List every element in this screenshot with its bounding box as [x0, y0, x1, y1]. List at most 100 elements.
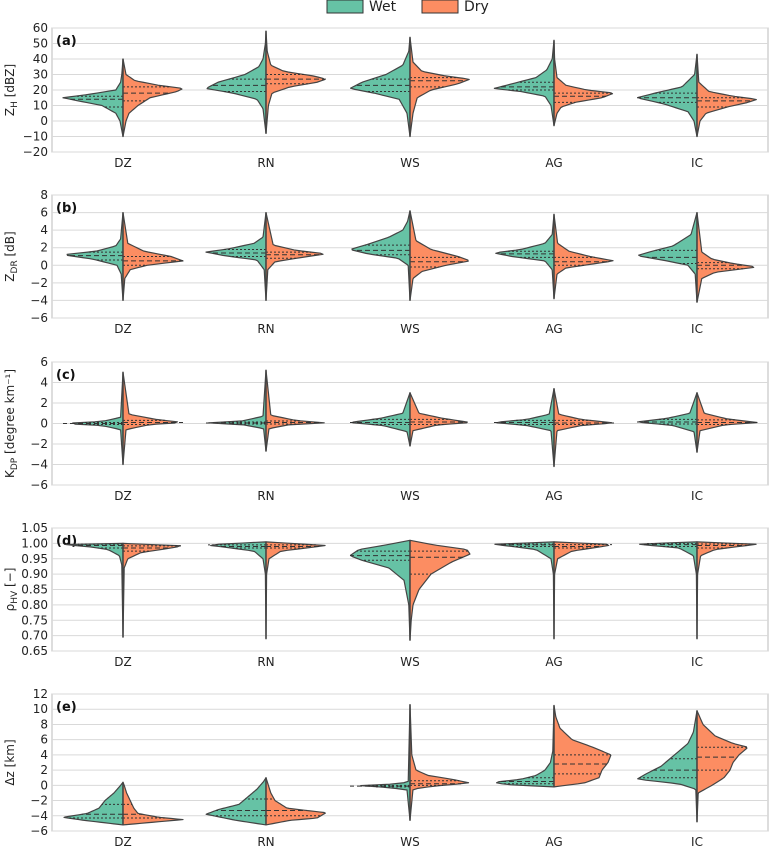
y-tick-label: 10 [33, 99, 48, 113]
y-tick-label: 4 [40, 748, 48, 762]
y-tick-label: −6 [30, 824, 48, 838]
category-label: DZ [114, 489, 131, 503]
violin-dry-ag [553, 704, 612, 788]
y-axis-label: ZH [dBZ] [3, 64, 20, 116]
category-label: RN [257, 489, 274, 503]
y-axis-label: Δz [km] [3, 739, 17, 785]
panel-c: −6 −4 −2 0 2 4 6 (c) KDP [degree km⁻¹] DZ RN WS AG IC [3, 355, 769, 503]
y-tick-label: 2 [40, 241, 48, 255]
category-label: AG [545, 322, 562, 336]
category-label: WS [400, 655, 419, 669]
violin-dry-rn [265, 369, 325, 452]
y-tick-label: 40 [33, 52, 48, 66]
legend-wet-label: Wet [369, 0, 397, 15]
violin-dry-dz [122, 58, 183, 138]
category-label: IC [691, 835, 703, 849]
category-label: RN [257, 835, 274, 849]
violin-wet-dz [63, 781, 124, 826]
violin-wet-ic [637, 53, 698, 138]
violin-dry-ic [696, 211, 755, 303]
y-tick-label: −10 [23, 130, 48, 144]
category-label: WS [400, 322, 419, 336]
legend: Wet Dry [326, 0, 489, 15]
legend-wet-swatch [326, 0, 364, 14]
panel-d: 0.650.70 0.750.800.85 0.900.95 1.001.05 (d) ρ… [3, 521, 769, 669]
y-tick-label: −20 [23, 145, 48, 159]
y-tick-label: 12 [33, 687, 48, 701]
violin-dry-ws [409, 210, 469, 302]
category-label: DZ [114, 156, 131, 170]
y-tick-label: 0.70 [21, 629, 48, 643]
violin-wet-ic [638, 211, 698, 303]
y-tick-label: 0 [40, 258, 48, 272]
category-label: DZ [114, 322, 131, 336]
y-tick-label: 0.75 [21, 613, 48, 627]
legend-dry-swatch [421, 0, 459, 14]
violin-wet-dz [72, 371, 124, 466]
y-tick-label: −4 [30, 293, 48, 307]
violin-wet-rn [205, 777, 267, 826]
violin-wet-ws [350, 36, 411, 138]
violin-dry-rn [265, 30, 326, 134]
y-tick-label: 2 [40, 396, 48, 410]
y-tick-label: 6 [40, 206, 48, 220]
violin-dry-rn [265, 777, 326, 826]
y-tick-label: 30 [33, 68, 48, 82]
y-tick-label: 1.05 [21, 521, 48, 535]
panel-label: (b) [56, 201, 77, 216]
category-label: IC [691, 655, 703, 669]
violin-dry-dz [122, 371, 178, 466]
violin-dry-rn [265, 211, 324, 302]
category-label: IC [691, 322, 703, 336]
y-tick-label: 4 [40, 376, 48, 390]
panel-label: (d) [56, 534, 77, 549]
violin-dry-ic [696, 710, 748, 823]
y-axis-label: KDP [degree km⁻¹] [3, 369, 20, 478]
y-tick-label: −2 [30, 437, 48, 451]
y-tick-label: 0 [40, 778, 48, 792]
y-axis-label: ZDR [dB] [3, 231, 20, 281]
y-tick-label: −4 [30, 458, 48, 472]
y-tick-label: 4 [40, 223, 48, 237]
y-tick-label: 2 [40, 763, 48, 777]
y-tick-label: 0.95 [21, 552, 48, 566]
panel-label: (a) [56, 34, 77, 49]
violin-wet-ag [493, 39, 555, 127]
category-label: RN [257, 156, 274, 170]
y-tick-label: 0 [40, 114, 48, 128]
y-tick-label: 8 [40, 717, 48, 731]
violin-wet-ag [496, 388, 555, 468]
violin-wet-rn [206, 30, 267, 134]
violin-dry-ag [553, 388, 613, 468]
y-tick-label: 20 [33, 83, 48, 97]
y-tick-label: −6 [30, 311, 48, 325]
y-axis-label: ρHV [−] [3, 568, 20, 612]
category-label: WS [400, 489, 419, 503]
legend-dry-label: Dry [464, 0, 489, 15]
category-label: IC [691, 489, 703, 503]
y-tick-label: 6 [40, 733, 48, 747]
category-label: AG [545, 835, 562, 849]
category-label: IC [691, 156, 703, 170]
panel-label: (c) [56, 368, 76, 383]
y-tick-label: 50 [33, 37, 48, 51]
y-tick-label: 0.80 [21, 598, 48, 612]
category-label: DZ [114, 835, 131, 849]
panel-b: −6 −4 −2 0 2 4 6 8 (b) ZDR [dB] DZ RN WS AG IC [3, 188, 769, 336]
category-label: RN [257, 655, 274, 669]
category-label: WS [400, 835, 419, 849]
y-tick-label: 10 [33, 702, 48, 716]
y-tick-label: 0 [40, 417, 48, 431]
y-tick-label: 0.90 [21, 567, 48, 581]
category-label: DZ [114, 655, 131, 669]
violin-wet-rn [208, 369, 267, 452]
y-tick-label: 1.00 [21, 536, 48, 550]
y-tick-label: −6 [30, 478, 48, 492]
violin-wet-ag [495, 213, 555, 300]
violin-wet-dz [62, 58, 124, 138]
y-tick-label: 0.85 [21, 583, 48, 597]
category-label: RN [257, 322, 274, 336]
